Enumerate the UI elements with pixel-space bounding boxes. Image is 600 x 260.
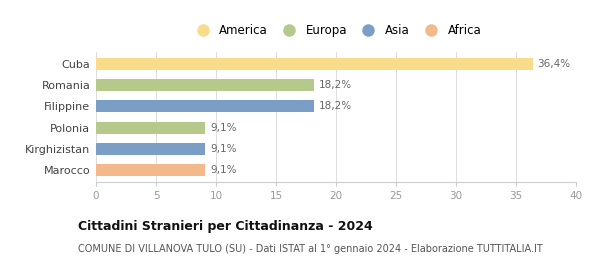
Bar <box>96 122 205 133</box>
Text: 9,1%: 9,1% <box>210 144 236 154</box>
Bar <box>96 79 314 91</box>
Text: 18,2%: 18,2% <box>319 80 352 90</box>
Text: 36,4%: 36,4% <box>538 59 571 69</box>
Text: 9,1%: 9,1% <box>210 165 236 175</box>
Text: 9,1%: 9,1% <box>210 123 236 133</box>
Bar <box>96 101 314 112</box>
Bar <box>96 58 533 70</box>
Bar <box>96 143 205 155</box>
Bar <box>96 164 205 176</box>
Legend: America, Europa, Asia, Africa: America, Europa, Asia, Africa <box>188 22 484 39</box>
Text: 18,2%: 18,2% <box>319 101 352 111</box>
Text: Cittadini Stranieri per Cittadinanza - 2024: Cittadini Stranieri per Cittadinanza - 2… <box>78 220 373 233</box>
Text: COMUNE DI VILLANOVA TULO (SU) - Dati ISTAT al 1° gennaio 2024 - Elaborazione TUT: COMUNE DI VILLANOVA TULO (SU) - Dati IST… <box>78 244 543 254</box>
